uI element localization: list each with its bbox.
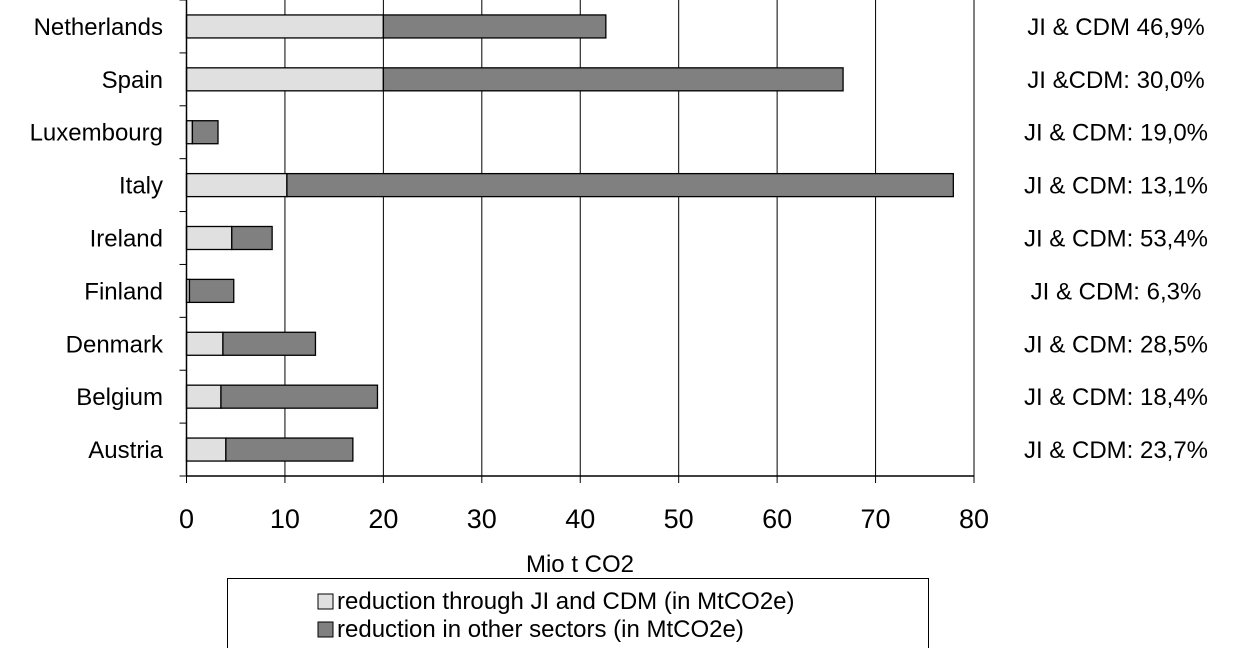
x-tick-label: 10	[270, 504, 300, 534]
annotation: JI & CDM: 23,7%	[1024, 437, 1208, 464]
category-label: Finland	[84, 278, 163, 305]
legend-box	[227, 578, 929, 648]
category-labels: Netherlands Spain Luxembourg Italy Ireland Fi…	[30, 14, 164, 464]
x-tick-label: 60	[762, 504, 792, 534]
annotations: JI & CDM 46,9% JI &CDM: 30,0% JI & CDM: 19…	[1024, 14, 1208, 464]
bar-other	[286, 172, 954, 198]
category-label: Denmark	[66, 331, 164, 358]
legend-label-jicdm: reduction through JI and CDM (in MtCO2e)	[337, 588, 795, 615]
annotation: JI & CDM: 13,1%	[1024, 173, 1208, 200]
annotation: JI & CDM 46,9%	[1027, 14, 1204, 41]
bar-other	[225, 437, 354, 462]
legend-swatch-other	[317, 621, 334, 638]
bar-jicdm	[185, 14, 385, 39]
bar-jicdm	[185, 331, 224, 356]
x-tick-label: 30	[467, 504, 497, 534]
category-label: Italy	[119, 173, 163, 200]
bar-jicdm	[185, 225, 233, 251]
bar-jicdm	[185, 67, 385, 92]
bars	[185, 14, 954, 462]
axes	[179, 0, 975, 483]
legend: reduction through JI and CDM (in MtCO2e)…	[227, 578, 929, 648]
bar-other	[220, 384, 379, 409]
annotation: JI &CDM: 30,0%	[1027, 67, 1204, 94]
legend-label-other: reduction in other sectors (in MtCO2e)	[337, 616, 744, 643]
bar-jicdm	[185, 384, 222, 409]
category-label: Austria	[88, 437, 163, 464]
category-label: Ireland	[90, 226, 163, 253]
annotation: JI & CDM: 18,4%	[1024, 384, 1208, 411]
x-tick-label: 40	[565, 504, 595, 534]
x-axis-title: Mio t CO2	[526, 551, 634, 578]
bar-other	[382, 67, 844, 92]
bar-jicdm	[185, 120, 194, 145]
category-label: Belgium	[76, 384, 163, 411]
category-label: Luxembourg	[30, 120, 163, 147]
x-tick-label: 50	[664, 504, 694, 534]
legend-swatch-jicdm	[317, 593, 334, 610]
annotation: JI & CDM: 6,3%	[1031, 278, 1202, 305]
category-label: Netherlands	[34, 14, 163, 41]
bar-jicdm	[185, 172, 288, 198]
x-tick-labels: 0 10 20 30 40 50 60 70 80	[179, 504, 989, 534]
x-tick-label: 20	[368, 504, 398, 534]
category-label: Spain	[102, 67, 163, 94]
bar-other	[222, 331, 317, 356]
annotation: JI & CDM: 19,0%	[1024, 120, 1208, 147]
x-tick-label: 80	[959, 504, 989, 534]
bar-jicdm	[185, 437, 227, 462]
annotation: JI & CDM: 28,5%	[1024, 331, 1208, 358]
x-tick-label: 0	[179, 504, 194, 534]
bar-other	[382, 14, 607, 39]
bar-other	[188, 278, 235, 304]
x-tick-label: 70	[861, 504, 891, 534]
annotation: JI & CDM: 53,4%	[1024, 226, 1208, 253]
bar-other	[191, 120, 219, 145]
bar-other	[231, 225, 273, 251]
